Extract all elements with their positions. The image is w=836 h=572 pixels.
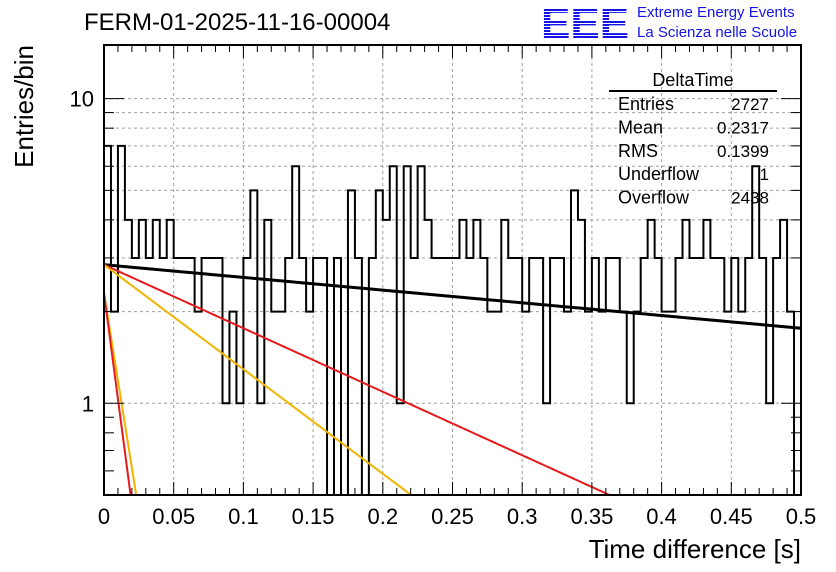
x-tick-label: 0.05 — [152, 504, 195, 529]
fit-yellow-steep — [104, 292, 138, 495]
y-axis-title: Entries/bin — [9, 45, 39, 168]
stats-label: Overflow — [618, 188, 690, 208]
eee-logo: EEE — [541, 0, 629, 44]
logo-line-1: Extreme Energy Events — [637, 4, 795, 21]
x-tick-label: 0.45 — [710, 504, 753, 529]
x-axis-title: Time difference [s] — [589, 534, 801, 564]
fit-red-steep — [104, 292, 132, 495]
logo-line-2: La Scienza nelle Scuole — [637, 24, 798, 41]
stats-value: 2438 — [731, 189, 769, 208]
x-tick-label: 0.2 — [368, 504, 399, 529]
x-tick-label: 0.4 — [646, 504, 677, 529]
stats-value: 2727 — [731, 95, 769, 114]
stats-label: RMS — [618, 141, 658, 161]
x-tick-label: 0.1 — [228, 504, 259, 529]
stats-value: 0.1399 — [717, 142, 769, 161]
eee-logo-mark: EEE — [541, 0, 629, 44]
x-tick-label: 0 — [98, 504, 110, 529]
y-tick-label: 10 — [70, 87, 94, 112]
stats-label: Mean — [618, 117, 663, 137]
x-tick-label: 0.35 — [570, 504, 613, 529]
x-tick-label: 0.15 — [292, 504, 335, 529]
x-tick-label: 0.25 — [431, 504, 474, 529]
stats-value: 1 — [760, 165, 769, 184]
x-tick-label: 0.3 — [507, 504, 538, 529]
stats-title: DeltaTime — [652, 70, 733, 90]
x-tick-label: 0.5 — [786, 504, 817, 529]
fit-yellow — [104, 263, 413, 495]
fit-black — [104, 263, 801, 330]
chart-title: FERM-01-2025-11-16-00004 — [84, 9, 391, 36]
fit-red — [104, 263, 612, 495]
stats-label: Entries — [618, 94, 674, 114]
stats-label: Underflow — [618, 164, 700, 184]
histogram-line — [104, 144, 796, 495]
stats-value: 0.2317 — [717, 118, 769, 137]
y-tick-label: 1 — [82, 391, 94, 416]
